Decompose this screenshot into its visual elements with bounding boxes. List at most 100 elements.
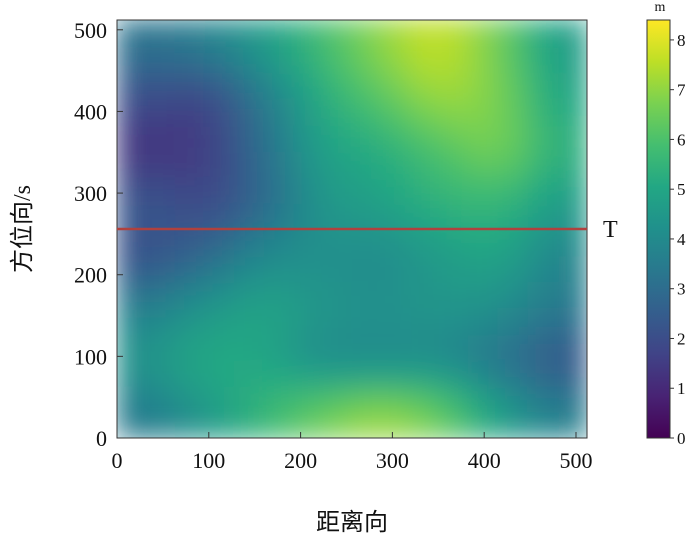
x-tick-label: 200 [284, 448, 317, 473]
heatmap-cell [527, 201, 559, 230]
heatmap-cell [233, 123, 265, 152]
heatmap-cell [409, 410, 442, 438]
heatmap-cell [145, 228, 177, 257]
heatmap-cell [527, 254, 559, 283]
heatmap-cell [174, 306, 207, 335]
heatmap-cell [380, 410, 412, 438]
heatmap-cell [292, 306, 324, 335]
heatmap-cell [117, 280, 148, 309]
y-tick-label: 300 [74, 181, 107, 206]
heatmap-cell [321, 254, 353, 283]
heatmap-cell [497, 358, 530, 387]
heatmap-cell [204, 45, 236, 74]
heatmap-cell [380, 71, 412, 100]
heatmap-cell [468, 175, 500, 204]
heatmap-cell [262, 123, 295, 152]
heatmap-cell [497, 45, 530, 74]
heatmap-cell [468, 97, 500, 126]
heatmap-cell [351, 384, 383, 413]
heatmap-cell [321, 20, 353, 48]
heatmap-cell [497, 123, 530, 152]
heatmap-cell [468, 228, 500, 257]
heatmap-cell [174, 20, 207, 48]
heatmap-cell [174, 358, 207, 387]
heatmap-cell [497, 175, 530, 204]
heatmap-cell [233, 175, 265, 204]
heatmap-cell [233, 306, 265, 335]
heatmap-cell [439, 149, 471, 178]
heatmap-cell [262, 45, 295, 74]
heatmap-cell [351, 71, 383, 100]
heatmap-cell [145, 20, 177, 48]
heatmap-cell [321, 149, 353, 178]
heatmap-cell [292, 20, 324, 48]
heatmap-cell [527, 384, 559, 413]
heatmap-cell [174, 254, 207, 283]
heatmap-cell [174, 332, 207, 361]
heatmap-cell [262, 384, 295, 413]
heatmap-cell [409, 175, 442, 204]
heatmap-cell [145, 410, 177, 438]
heatmap-cell [145, 384, 177, 413]
heatmap-cell [497, 20, 530, 48]
heatmap-cell [174, 175, 207, 204]
heatmap-cell [439, 254, 471, 283]
heatmap-cell [117, 175, 148, 204]
heatmap-cell [233, 97, 265, 126]
heatmap-cell [439, 45, 471, 74]
heatmap-cell [439, 20, 471, 48]
heatmap-cell [556, 306, 587, 335]
heatmap-cell [380, 201, 412, 230]
heatmap-cell [409, 358, 442, 387]
heatmap-cell [117, 149, 148, 178]
heatmap-cell [409, 149, 442, 178]
y-tick-label: 200 [74, 263, 107, 288]
heatmap-cell [292, 358, 324, 387]
heatmap-cell [439, 175, 471, 204]
colorbar-tick-label: 2 [677, 329, 686, 348]
colorbar-tick-label: 4 [677, 230, 686, 249]
heatmap-cell [351, 175, 383, 204]
heatmap-cell [409, 71, 442, 100]
heatmap-cell [145, 97, 177, 126]
heatmap-cell [439, 97, 471, 126]
heatmap-cell [556, 97, 587, 126]
heatmap-cell [351, 149, 383, 178]
heatmap-cell [117, 410, 148, 438]
heatmap-cell [321, 358, 353, 387]
heatmap-cell [556, 175, 587, 204]
colorbar-tick-label: 7 [677, 81, 686, 100]
heatmap-cell [233, 358, 265, 387]
heatmap-cell [262, 201, 295, 230]
heatmap-cell [262, 410, 295, 438]
heatmap-cell [292, 384, 324, 413]
heatmap-cell [409, 306, 442, 335]
heatmap-cell [233, 71, 265, 100]
heatmap-cell [468, 123, 500, 152]
heatmap-cell [497, 306, 530, 335]
heatmap-cell [145, 175, 177, 204]
heatmap-cell [321, 123, 353, 152]
heatmap-cell [321, 201, 353, 230]
heatmap-cell [497, 410, 530, 438]
heatmap-cell [409, 280, 442, 309]
heatmap-cell [117, 45, 148, 74]
heatmap-cell [380, 175, 412, 204]
heatmap-cell [468, 149, 500, 178]
heatmap-cell [204, 123, 236, 152]
heatmap-cell [174, 71, 207, 100]
colorbar [646, 19, 671, 439]
heatmap-cell [380, 228, 412, 257]
heatmap-cell [117, 123, 148, 152]
heatmap-cell [145, 71, 177, 100]
heatmap-cell [351, 45, 383, 74]
heatmap-cell [321, 97, 353, 126]
heatmap-cell [117, 201, 148, 230]
heatmap-cell [439, 384, 471, 413]
heatmap-cell [556, 228, 587, 257]
heatmap-cell [351, 20, 383, 48]
heatmap-cell [497, 332, 530, 361]
heatmap-cell [292, 228, 324, 257]
heatmap-cell [497, 228, 530, 257]
heatmap-cell [204, 332, 236, 361]
